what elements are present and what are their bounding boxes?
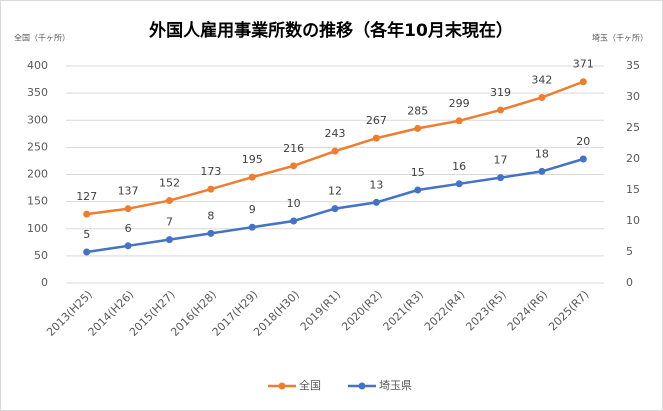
chart-title: 外国人雇用事業所数の推移（各年10月末現在） [149, 20, 513, 41]
legend-marker [358, 382, 366, 390]
y2-tick-label: 5 [626, 245, 633, 258]
data-label: 195 [242, 153, 263, 166]
legend-label: 全国 [299, 378, 321, 392]
y-tick-label: 0 [41, 276, 48, 289]
data-point [538, 93, 546, 101]
y2-tick-label: 25 [626, 121, 640, 134]
data-label: 342 [531, 73, 552, 86]
y-tick-label: 100 [27, 222, 48, 235]
data-point [124, 205, 132, 213]
legend-marker [278, 382, 286, 390]
y-tick-label: 150 [27, 195, 48, 208]
data-point [414, 186, 422, 194]
data-label: 17 [494, 154, 508, 167]
data-point [579, 78, 587, 86]
legend-label: 埼玉県 [379, 378, 412, 392]
data-label: 137 [118, 185, 139, 198]
y2-tick-label: 15 [626, 183, 640, 196]
data-point [538, 167, 546, 175]
y-tick-label: 300 [27, 113, 48, 126]
data-label: 12 [328, 185, 342, 198]
data-label: 15 [411, 166, 425, 179]
data-point [290, 217, 298, 225]
data-point [579, 155, 587, 163]
data-label: 267 [366, 114, 387, 127]
y-axis-label: 全国（千ヶ所） [14, 33, 70, 43]
data-label: 243 [325, 127, 346, 140]
data-point [165, 236, 173, 244]
y2-tick-label: 35 [626, 59, 640, 72]
y2-tick-label: 10 [626, 214, 640, 227]
data-point [497, 174, 505, 182]
y2-tick-label: 30 [626, 90, 640, 103]
data-point [207, 185, 215, 193]
data-label: 5 [83, 228, 90, 241]
data-point [414, 124, 422, 132]
data-label: 20 [576, 135, 590, 148]
y2-tick-label: 20 [626, 152, 640, 165]
y-tick-label: 350 [27, 86, 48, 99]
data-point [331, 205, 339, 213]
data-point [372, 198, 380, 206]
data-point [165, 197, 173, 205]
data-point [248, 223, 256, 231]
data-label: 319 [490, 86, 511, 99]
y-tick-label: 200 [27, 168, 48, 181]
data-point [290, 162, 298, 170]
data-label: 13 [369, 178, 383, 191]
data-point [207, 229, 215, 237]
data-label: 127 [76, 190, 97, 203]
data-label: 173 [200, 165, 221, 178]
data-point [83, 210, 91, 218]
data-label: 18 [535, 147, 549, 160]
data-label: 285 [407, 104, 428, 117]
data-label: 8 [207, 209, 214, 222]
data-point [124, 242, 132, 250]
y-tick-label: 50 [34, 249, 48, 262]
data-label: 10 [287, 197, 301, 210]
data-label: 299 [449, 97, 470, 110]
y-tick-label: 400 [27, 59, 48, 72]
data-point [497, 106, 505, 114]
data-point [248, 173, 256, 181]
data-point [372, 134, 380, 142]
data-label: 216 [283, 142, 304, 155]
data-label: 371 [573, 58, 594, 71]
y2-tick-label: 0 [626, 276, 633, 289]
data-label: 152 [159, 177, 180, 190]
data-point [83, 248, 91, 256]
data-label: 6 [125, 222, 132, 235]
data-point [331, 147, 339, 155]
data-label: 9 [249, 203, 256, 216]
data-point [455, 117, 463, 125]
data-label: 7 [166, 216, 173, 229]
y2-axis-label: 埼玉（千ヶ所） [592, 33, 648, 43]
y-tick-label: 250 [27, 140, 48, 153]
data-label: 16 [452, 160, 466, 173]
data-point [455, 180, 463, 188]
